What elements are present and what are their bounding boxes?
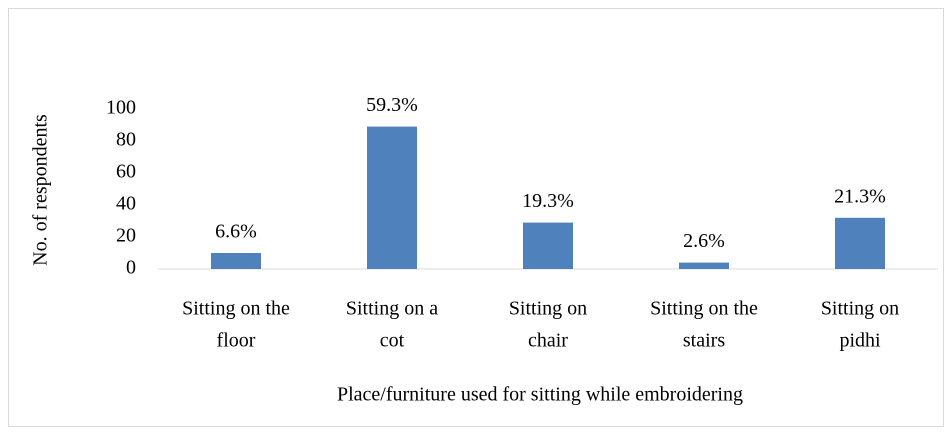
bar — [367, 126, 417, 269]
x-tick-label: Sitting on — [509, 298, 587, 320]
x-tick-label: pidhi — [839, 330, 881, 352]
y-tick-label: 20 — [116, 225, 136, 247]
x-tick-label: Sitting on the — [650, 298, 758, 320]
data-label: 59.3% — [366, 94, 418, 116]
y-tick-label: 0 — [126, 257, 136, 279]
x-tick-label: Sitting on a — [346, 298, 438, 320]
y-tick-label: 40 — [116, 193, 136, 215]
data-label: 6.6% — [215, 221, 257, 243]
x-tick-label: stairs — [683, 330, 725, 352]
x-tick-label: Sitting on — [821, 298, 899, 320]
y-tick-label: 80 — [116, 129, 136, 151]
chart-border — [8, 8, 944, 427]
data-label: 2.6% — [683, 230, 725, 252]
data-label: 21.3% — [834, 185, 886, 207]
data-label: 19.3% — [522, 190, 574, 212]
y-tick-label: 60 — [116, 161, 136, 183]
x-tick-label: cot — [380, 330, 405, 352]
bar — [679, 262, 729, 269]
bar — [835, 217, 885, 269]
bar — [211, 253, 261, 269]
x-tick-label: chair — [528, 330, 568, 352]
y-tick-label: 100 — [106, 97, 136, 119]
x-tick-label: Sitting on the — [182, 298, 290, 320]
x-axis-title: Place/furniture used for sitting while e… — [337, 384, 743, 406]
x-tick-label: floor — [217, 330, 256, 352]
y-axis-title: No. of respondents — [30, 114, 52, 266]
bar — [523, 222, 573, 269]
